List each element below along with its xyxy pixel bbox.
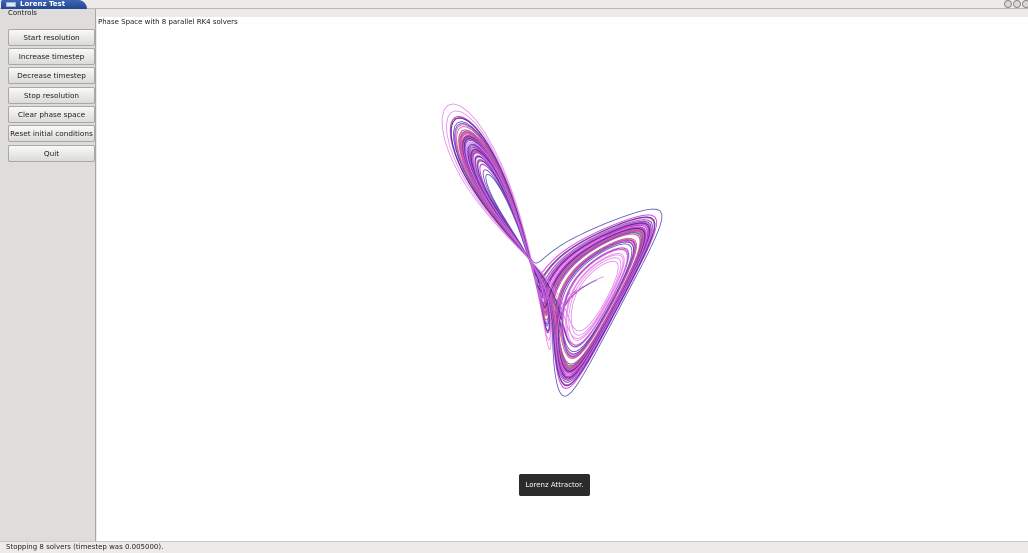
stop-resolution-button[interactable]: Stop resolution (8, 87, 95, 104)
maximize-icon[interactable] (1013, 0, 1021, 8)
start-resolution-button[interactable]: Start resolution (8, 29, 95, 46)
status-bar: Stopping 8 solvers (timestep was 0.00500… (0, 541, 1028, 553)
phase-space-title: Phase Space with 8 parallel RK4 solvers (98, 18, 238, 26)
decrease-timestep-button[interactable]: Decrease timestep (8, 67, 95, 84)
window-title: Lorenz Test (20, 0, 66, 8)
close-icon[interactable] (1022, 0, 1028, 8)
lorenz-attractor-plot (441, 103, 663, 397)
title-bar: Lorenz Test (0, 0, 1028, 9)
clear-phase-space-button[interactable]: Clear phase space (8, 106, 95, 123)
window-tab[interactable]: Lorenz Test (1, 0, 87, 9)
window-icon (6, 2, 16, 7)
quit-button[interactable]: Quit (8, 145, 95, 162)
status-text: Stopping 8 solvers (timestep was 0.00500… (6, 543, 164, 551)
increase-timestep-button[interactable]: Increase timestep (8, 48, 95, 65)
trajectory-8 (441, 103, 653, 383)
minimize-icon[interactable] (1004, 0, 1012, 8)
reset-initial-conditions-button[interactable]: Reset initial conditions (8, 125, 95, 142)
controls-label: Controls (8, 9, 37, 17)
tooltip: Lorenz Attractor. (519, 474, 590, 496)
